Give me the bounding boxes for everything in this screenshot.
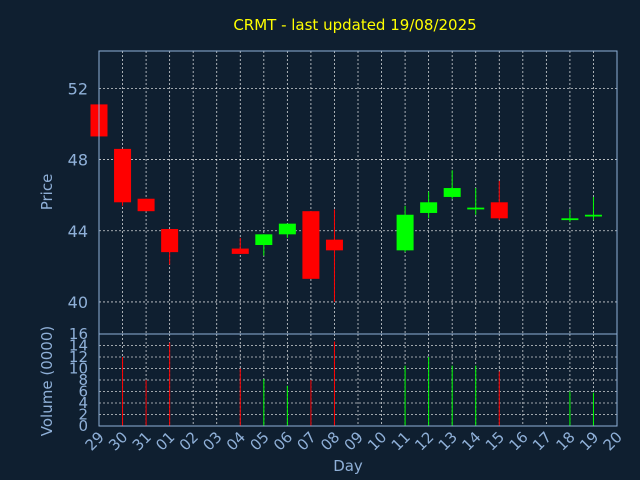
volume-tick-label: 4	[78, 394, 88, 412]
candle	[255, 234, 273, 256]
candle-body	[114, 148, 132, 203]
candle-body	[278, 223, 296, 235]
candle-body	[231, 248, 249, 254]
price-tick-label: 52	[68, 79, 88, 98]
candle-body	[255, 234, 273, 246]
candle-body	[137, 198, 155, 212]
volume-axis-label: Volume (0000)	[38, 326, 56, 436]
x-axis: 2930310102030405060708091011121314151617…	[82, 428, 626, 454]
price-tick-label: 48	[68, 151, 88, 170]
price-axis-label: Price	[38, 174, 56, 211]
candle-body	[584, 214, 602, 217]
day-axis-label: Day	[333, 457, 363, 475]
candle-body	[161, 228, 179, 253]
chart-title: CRMT - last updated 19/08/2025	[233, 16, 476, 34]
candle-body	[561, 218, 579, 221]
price-tick-label: 44	[68, 222, 88, 241]
candle-body	[467, 207, 485, 210]
candle	[302, 211, 320, 279]
candle-body	[490, 202, 508, 219]
candle	[161, 228, 179, 265]
candle-body	[420, 202, 438, 213]
candle	[278, 223, 296, 238]
candle	[137, 198, 155, 212]
candle-body	[443, 188, 461, 197]
volume-tick-label: 8	[78, 371, 88, 389]
candle	[467, 188, 485, 215]
candle	[584, 196, 602, 221]
volume-tick-label: 0	[78, 417, 88, 435]
volume-tick-label: 10	[69, 360, 88, 378]
volume-tick-label: 2	[78, 406, 88, 424]
candle	[396, 205, 414, 253]
volume-panel-frame	[98, 333, 618, 427]
candle	[443, 170, 461, 199]
candle	[490, 180, 508, 221]
price-tick-label: 40	[68, 293, 88, 312]
volume-tick-label: 14	[69, 337, 88, 355]
candle	[561, 209, 579, 222]
candle-body	[302, 211, 320, 279]
candle	[325, 209, 343, 302]
volume-tick-label: 16	[69, 325, 88, 343]
volume-tick-label: 6	[78, 383, 88, 401]
candle	[231, 237, 249, 254]
volume-tick-label: 12	[69, 348, 88, 366]
candle	[114, 148, 132, 206]
candle-body	[396, 214, 414, 251]
price-panel: 40 44 48 52	[68, 50, 618, 335]
candle	[420, 191, 438, 219]
candle-body	[325, 239, 343, 251]
